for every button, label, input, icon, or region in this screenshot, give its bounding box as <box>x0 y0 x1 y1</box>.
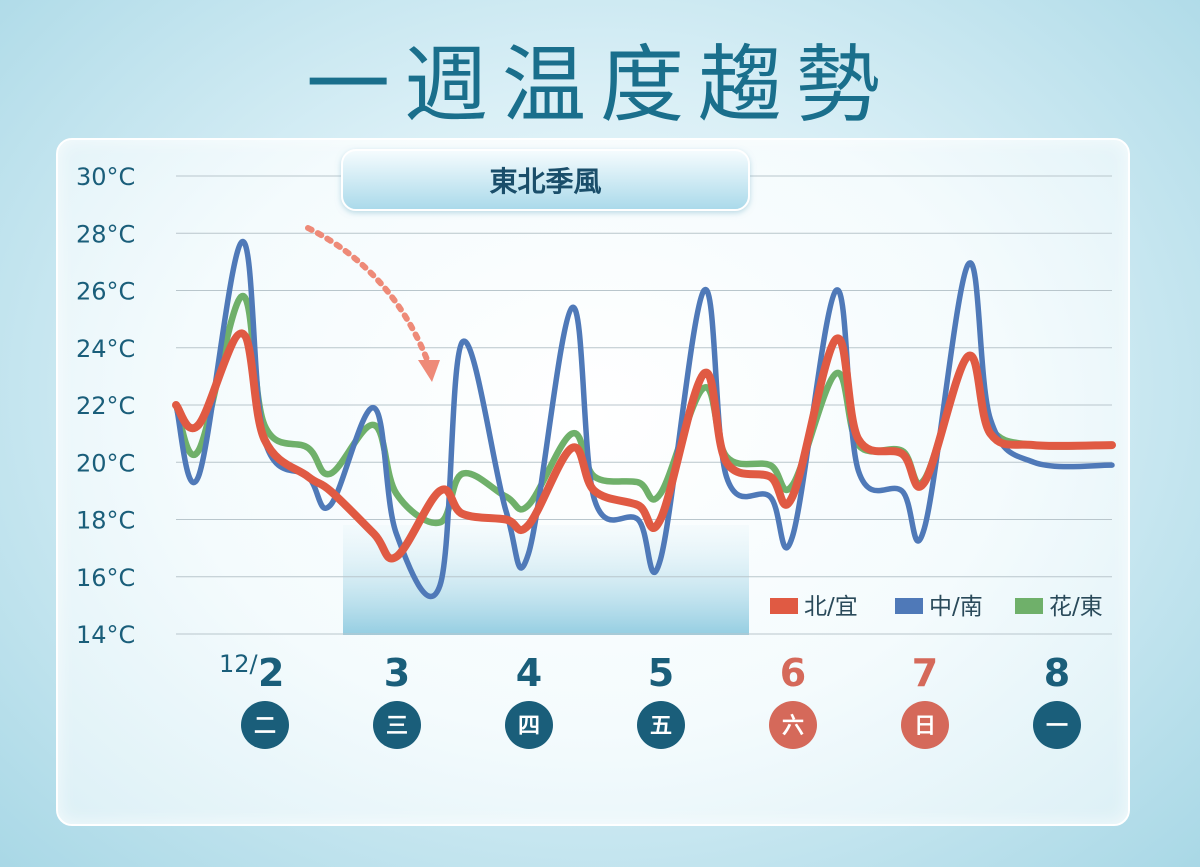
weekday-label: 日 <box>914 714 936 739</box>
weekday-badge <box>1033 701 1081 749</box>
x-day-label: 2 <box>258 651 284 695</box>
x-day-label: 3 <box>384 651 410 695</box>
weekday-label: 五 <box>650 714 672 739</box>
x-day-label: 6 <box>780 651 806 695</box>
weekday-label: 三 <box>386 714 408 739</box>
x-day-label: 8 <box>1044 651 1070 695</box>
x-month-label: 12/ <box>219 650 259 678</box>
x-day-label: 4 <box>516 651 542 695</box>
cooling-arrow <box>305 225 440 382</box>
arrow-shaft <box>305 225 431 365</box>
weekday-badge <box>505 701 553 749</box>
weekday-badge <box>901 701 949 749</box>
weekday-badge <box>373 701 421 749</box>
weekday-label: 四 <box>518 714 540 739</box>
y-tick-label: 24°C <box>76 335 135 363</box>
legend-swatch-east <box>1015 598 1043 614</box>
series-line-central <box>173 239 1115 600</box>
y-tick-label: 14°C <box>76 621 135 649</box>
y-tick-label: 22°C <box>76 392 135 420</box>
series-line-north <box>172 329 1116 563</box>
legend-label-east: 花/東 <box>1049 594 1103 620</box>
legend-label-north: 北/宜 <box>804 594 858 620</box>
y-tick-label: 28°C <box>76 220 135 248</box>
weekday-badge <box>241 701 289 749</box>
legend-swatch-north <box>770 598 798 614</box>
weekday-label: 一 <box>1046 714 1068 739</box>
y-tick-label: 16°C <box>76 564 135 592</box>
weekday-label: 二 <box>254 714 276 739</box>
weekday-badge <box>769 701 817 749</box>
x-day-label: 7 <box>912 651 938 695</box>
monsoon-banner <box>341 149 750 211</box>
y-tick-label: 18°C <box>76 507 135 535</box>
y-tick-label: 30°C <box>76 163 135 191</box>
page-title: 一週温度趨勢 <box>305 36 894 134</box>
weekday-label: 六 <box>782 714 804 739</box>
x-day-label: 5 <box>648 651 674 695</box>
y-tick-label: 20°C <box>76 449 135 477</box>
weekday-badge <box>637 701 685 749</box>
legend-swatch-central <box>895 598 923 614</box>
legend-label-central: 中/南 <box>929 594 983 620</box>
arrow-head <box>418 360 440 382</box>
monsoon-banner-label: 東北季風 <box>489 165 601 198</box>
y-tick-label: 26°C <box>76 278 135 306</box>
